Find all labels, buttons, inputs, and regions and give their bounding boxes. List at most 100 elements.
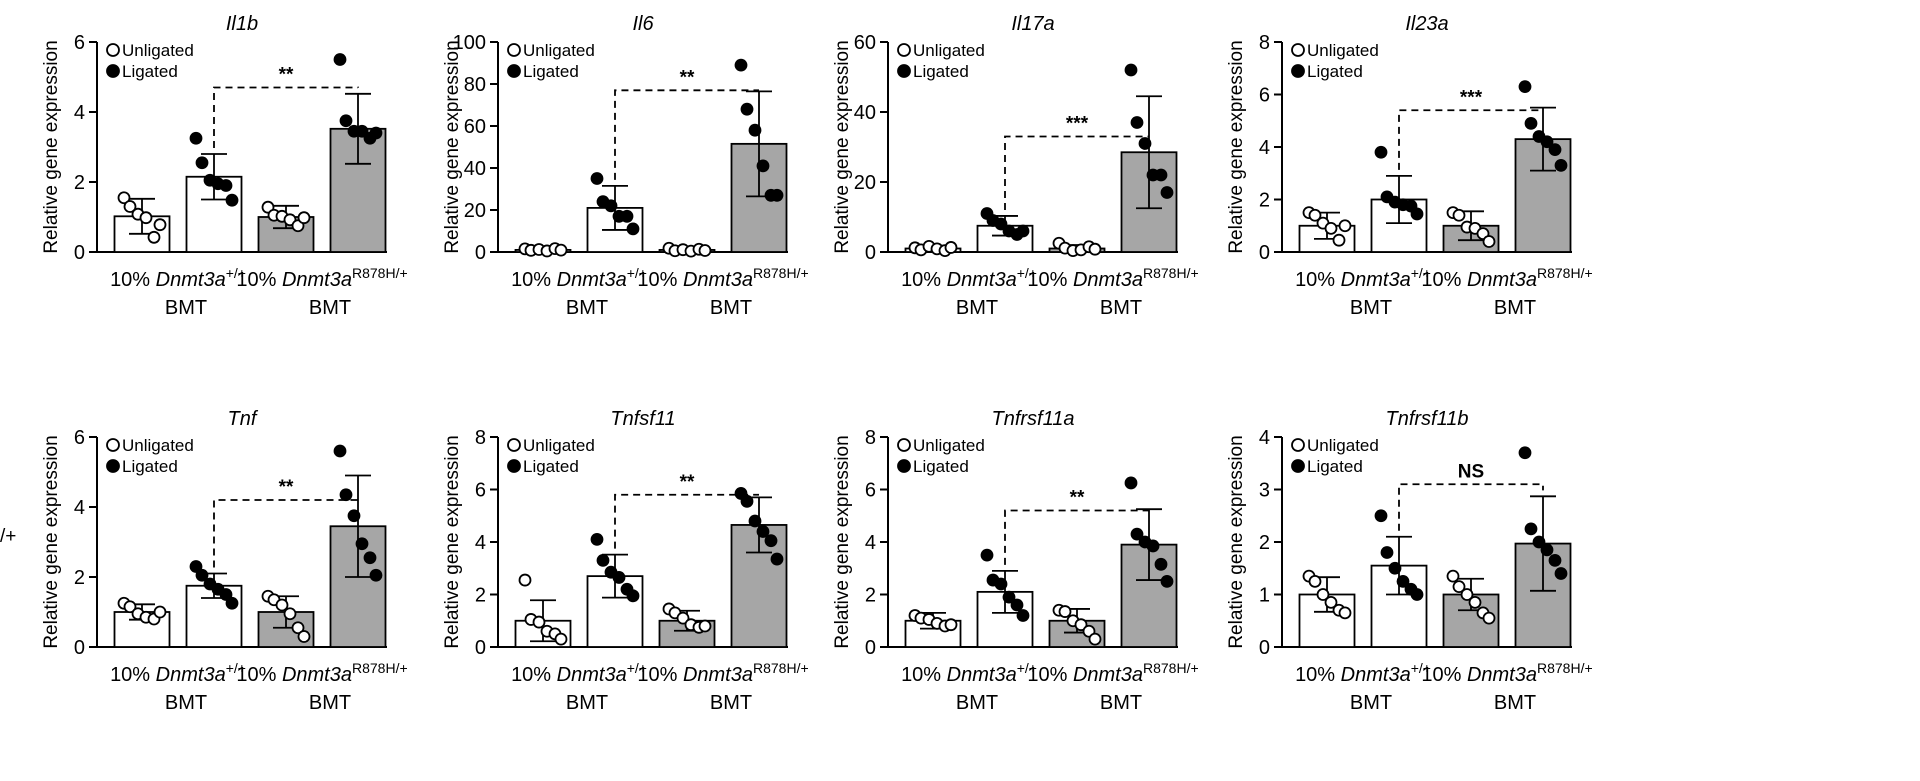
y-tick-label: 0 xyxy=(1259,637,1270,659)
legend-marker-unligated xyxy=(897,438,911,452)
data-point-ligated xyxy=(626,222,640,236)
data-point-unligated xyxy=(147,230,161,244)
x-group-percent: 10% xyxy=(1295,664,1341,686)
x-group-gene: Dnmt3a xyxy=(1073,269,1143,291)
chart-panel-tnf: Tnf Relative gene expression 0 2 4 6 ** Unligat… xyxy=(41,408,408,714)
x-group-bmt: BMT xyxy=(165,692,207,714)
data-point-ligated xyxy=(355,537,369,551)
data-point-unligated xyxy=(676,611,690,625)
data-point-ligated xyxy=(1010,598,1024,612)
y-tick-label: 0 xyxy=(865,242,876,264)
legend-label-ligated: Ligated xyxy=(913,457,969,476)
data-point-unligated xyxy=(1482,611,1496,625)
chart-title: Il17a xyxy=(1011,13,1054,35)
x-group-label: 10% Dnmt3aR878H/+ xyxy=(1027,265,1198,291)
y-axis-label: Relative gene expression xyxy=(442,435,463,648)
y-tick-label: 3 xyxy=(1259,480,1270,502)
y-tick-label: 4 xyxy=(865,532,876,554)
significance-bracket xyxy=(213,86,359,148)
chart-panel-il23a: Il23a Relative gene expression 0 2 4 6 8 *** Unl… xyxy=(1226,13,1593,319)
x-group-bmt: BMT xyxy=(566,297,608,319)
data-point-unligated xyxy=(123,600,137,614)
chart-title: Il23a xyxy=(1405,13,1448,35)
data-point-ligated xyxy=(1124,63,1138,77)
data-point-unligated xyxy=(1338,606,1352,620)
data-point-ligated xyxy=(347,509,361,523)
data-point-ligated xyxy=(604,199,618,213)
chart-title: Tnfrsf11b xyxy=(1386,408,1469,430)
y-tick-label: 4 xyxy=(475,532,486,554)
x-group-percent: 10% xyxy=(637,269,683,291)
data-point-ligated xyxy=(740,494,754,508)
legend-marker-ligated xyxy=(1291,459,1305,473)
data-point-ligated xyxy=(590,172,604,185)
data-point-unligated xyxy=(139,211,153,225)
x-group-gene: Dnmt3a xyxy=(156,269,226,291)
data-point-ligated xyxy=(1548,553,1562,567)
data-point-ligated xyxy=(980,548,994,562)
x-group-percent: 10% xyxy=(511,664,557,686)
y-axis-label: Relative gene expression xyxy=(1226,435,1247,648)
x-group-percent: 10% xyxy=(1027,269,1073,291)
data-point-ligated xyxy=(1160,574,1174,588)
legend-label-unligated: Unligated xyxy=(122,41,194,60)
y-tick-label: 6 xyxy=(475,480,486,502)
x-group-bmt: BMT xyxy=(309,297,351,319)
legend-label-ligated: Ligated xyxy=(122,62,178,81)
x-group-genotype: +/+ xyxy=(1411,265,1431,281)
data-point-unligated xyxy=(153,218,167,232)
legend-label-ligated: Ligated xyxy=(523,62,579,81)
data-point-unligated xyxy=(1058,605,1072,618)
chart-title: Tnfsf11 xyxy=(610,408,675,430)
chart-panel-tnfsf11: Tnfsf11 Relative gene expression 0 2 4 6 8 ** Un… xyxy=(442,408,809,714)
data-point-ligated xyxy=(1410,588,1424,601)
x-group-gene: Dnmt3a xyxy=(947,269,1017,291)
y-tick-label: 20 xyxy=(854,172,876,194)
data-point-ligated xyxy=(189,131,203,145)
legend-marker-unligated xyxy=(1291,43,1305,57)
legend-marker-ligated xyxy=(507,64,521,78)
x-group-bmt: BMT xyxy=(1100,692,1142,714)
data-point-ligated xyxy=(219,588,233,601)
x-group-bmt: BMT xyxy=(309,692,351,714)
data-point-unligated xyxy=(554,632,568,646)
data-point-ligated xyxy=(369,568,383,582)
y-tick-label: 6 xyxy=(865,480,876,502)
y-tick-label: 8 xyxy=(865,427,876,449)
y-tick-label: 60 xyxy=(464,116,486,138)
legend-marker-ligated xyxy=(897,459,911,473)
data-point-ligated xyxy=(590,532,604,546)
x-group-genotype: +/+ xyxy=(226,265,246,281)
x-group-gene: Dnmt3a xyxy=(1073,664,1143,686)
x-group-gene: Dnmt3a xyxy=(156,664,226,686)
data-point-ligated xyxy=(225,193,239,207)
y-tick-label: 0 xyxy=(74,637,85,659)
data-point-ligated xyxy=(189,560,203,573)
y-tick-label: 4 xyxy=(1259,137,1270,159)
data-point-ligated xyxy=(1016,609,1030,622)
x-group-percent: 10% xyxy=(236,664,282,686)
data-point-ligated xyxy=(225,596,239,610)
x-group-bmt: BMT xyxy=(710,692,752,714)
x-group-bmt: BMT xyxy=(1350,692,1392,714)
data-point-ligated xyxy=(1554,158,1568,172)
y-tick-label: 1 xyxy=(1259,585,1270,607)
data-point-unligated xyxy=(1088,242,1102,256)
data-point-ligated xyxy=(1130,116,1144,129)
x-group-bmt: BMT xyxy=(1494,297,1536,319)
x-group-gene: Dnmt3a xyxy=(683,664,753,686)
x-group-gene: Dnmt3a xyxy=(1341,269,1411,291)
legend-label-unligated: Unligated xyxy=(1307,41,1379,60)
x-group-genotype: R878H/+ xyxy=(352,265,408,281)
data-point-ligated xyxy=(1002,590,1016,604)
x-group-bmt: BMT xyxy=(165,297,207,319)
legend-label-unligated: Unligated xyxy=(122,436,194,455)
x-group-genotype: R878H/+ xyxy=(1143,265,1199,281)
y-tick-label: 6 xyxy=(74,427,85,449)
legend-marker-unligated xyxy=(106,43,120,57)
x-group-genotype: R878H/+ xyxy=(1537,265,1593,281)
y-tick-label: 0 xyxy=(475,637,486,659)
x-group-gene: Dnmt3a xyxy=(282,269,352,291)
data-point-ligated xyxy=(770,188,784,202)
data-point-ligated xyxy=(748,514,762,528)
